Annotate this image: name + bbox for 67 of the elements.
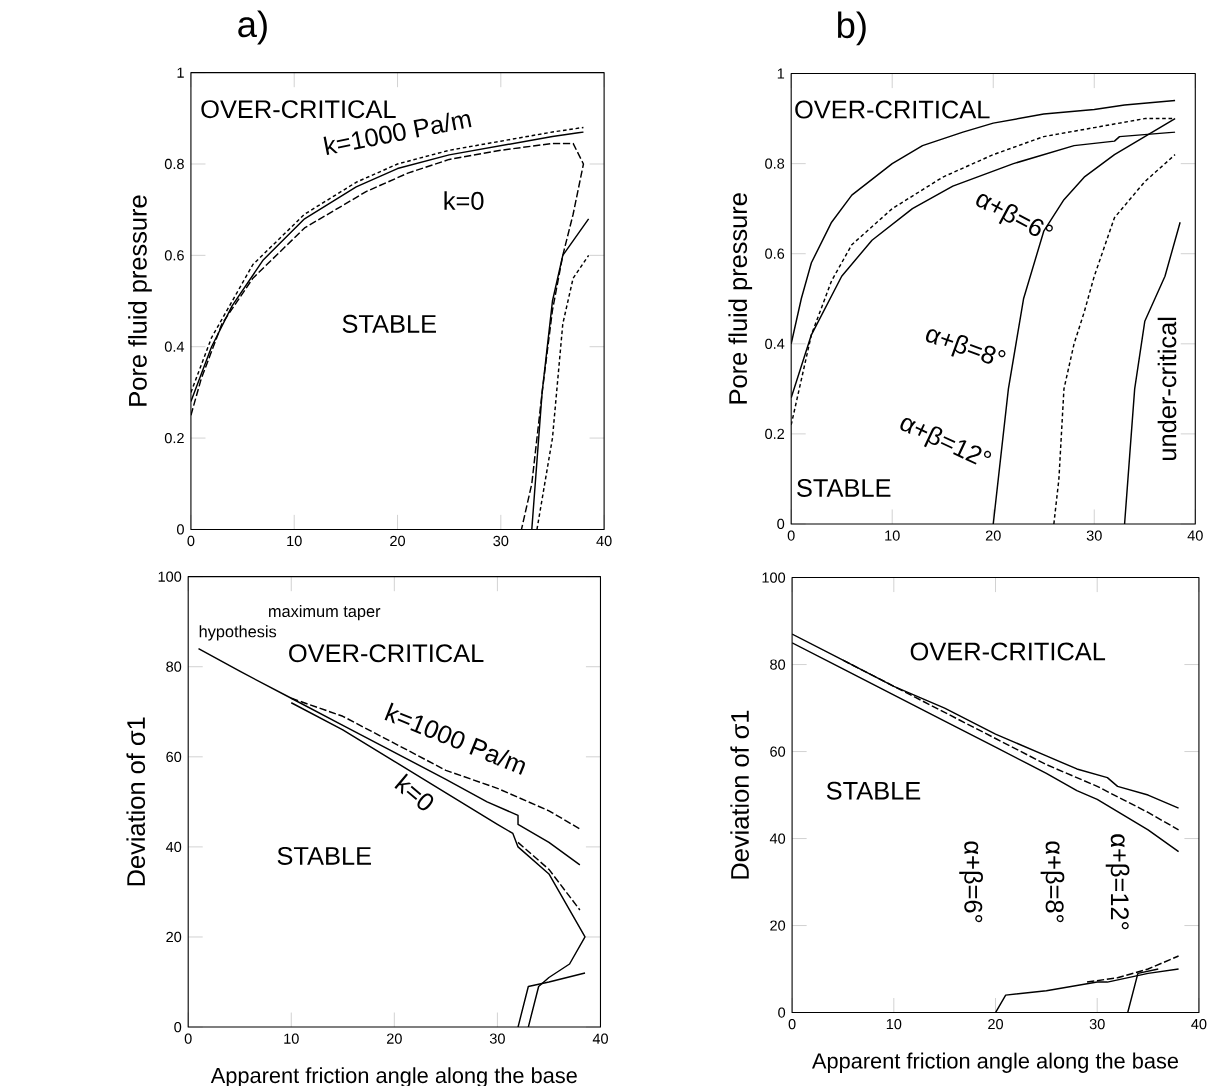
annotation: α+β=8° [926, 329, 1006, 364]
annotation: OVER-CRITICAL [289, 644, 484, 663]
x-tick-label: 20 [390, 535, 406, 547]
y-tick-label: 40 [165, 841, 182, 852]
x-tick-label: 30 [489, 1033, 505, 1044]
y-tick-label: 0.8 [765, 158, 785, 169]
y-tick-label: 20 [770, 920, 786, 931]
annotation: hypothesis [199, 625, 277, 641]
x-tick-label: 10 [284, 1033, 299, 1044]
y-tick-label: 0.4 [765, 338, 785, 349]
y-tick-label: 20 [166, 931, 182, 943]
y-tick-label: 0.4 [164, 341, 185, 352]
y-axis-title: Deviation of σ1 [126, 717, 146, 886]
chart-title: b) [837, 11, 866, 46]
y-tick-label: 100 [158, 571, 182, 582]
annotation: α+β=6° [976, 194, 1053, 237]
y-tick-label: 0.2 [164, 432, 184, 444]
y-tick-label: 0.8 [164, 158, 184, 170]
y-tick-label: 80 [770, 659, 786, 670]
annotation: maximum taper [269, 605, 381, 621]
y-axis-title: Pore fluid pressure [728, 193, 753, 404]
y-tick-label: 100 [762, 572, 786, 583]
y-tick-label: 40 [769, 833, 786, 844]
annotation: STABLE [342, 314, 436, 333]
annotation: k=0 [444, 191, 484, 210]
x-tick-label: 10 [287, 535, 302, 547]
x-tick-label: 0 [187, 535, 195, 547]
annotation: OVER-CRITICAL [910, 642, 1106, 661]
annotation: α+β=12° [1105, 834, 1130, 930]
x-tick-label: 20 [988, 1018, 1004, 1030]
x-tick-label: 0 [184, 1033, 192, 1044]
y-tick-label: 0.6 [765, 248, 785, 259]
y-tick-label: 80 [166, 661, 182, 672]
x-tick-label: 0 [787, 530, 795, 541]
annotation: α+β=6° [959, 841, 983, 923]
y-tick-label: 1 [177, 67, 184, 78]
x-tick-label: 10 [885, 530, 900, 541]
x-tick-label: 20 [985, 530, 1001, 541]
y-tick-label: 0.2 [765, 428, 785, 439]
x-tick-label: 40 [1187, 530, 1203, 541]
x-tick-label: 30 [1086, 530, 1102, 541]
annotation: under-critical [1157, 317, 1177, 460]
annotation: α+β=8° [1040, 841, 1065, 923]
x-tick-label: 30 [493, 535, 509, 547]
y-axis-title: Deviation of σ1 [730, 710, 749, 879]
x-tick-label: 10 [886, 1018, 902, 1030]
annotation: STABLE [797, 478, 891, 497]
annotation: STABLE [826, 781, 921, 800]
y-tick-label: 60 [770, 746, 786, 757]
annotation: STABLE [277, 846, 371, 865]
x-axis-title: Apparent friction angle along the base [811, 1052, 1179, 1073]
y-tick-label: 0 [777, 518, 785, 530]
x-tick-label: 0 [788, 1018, 796, 1030]
y-axis-title: Pore fluid pressure [128, 195, 152, 406]
y-tick-label: 1 [777, 68, 785, 79]
y-tick-label: 60 [166, 751, 182, 762]
x-tick-label: 30 [1089, 1018, 1105, 1030]
x-tick-label: 40 [1191, 1018, 1207, 1030]
annotation: OVER-CRITICAL [201, 100, 396, 119]
annotation: k=0 [394, 773, 434, 811]
annotation: OVER-CRITICAL [795, 100, 990, 119]
y-tick-label: 0 [778, 1007, 786, 1018]
chart-title: a) [238, 10, 267, 45]
x-tick-label: 40 [592, 1033, 608, 1044]
x-tick-label: 20 [387, 1033, 402, 1044]
x-tick-label: 40 [596, 535, 612, 547]
y-tick-label: 0.6 [164, 250, 184, 261]
